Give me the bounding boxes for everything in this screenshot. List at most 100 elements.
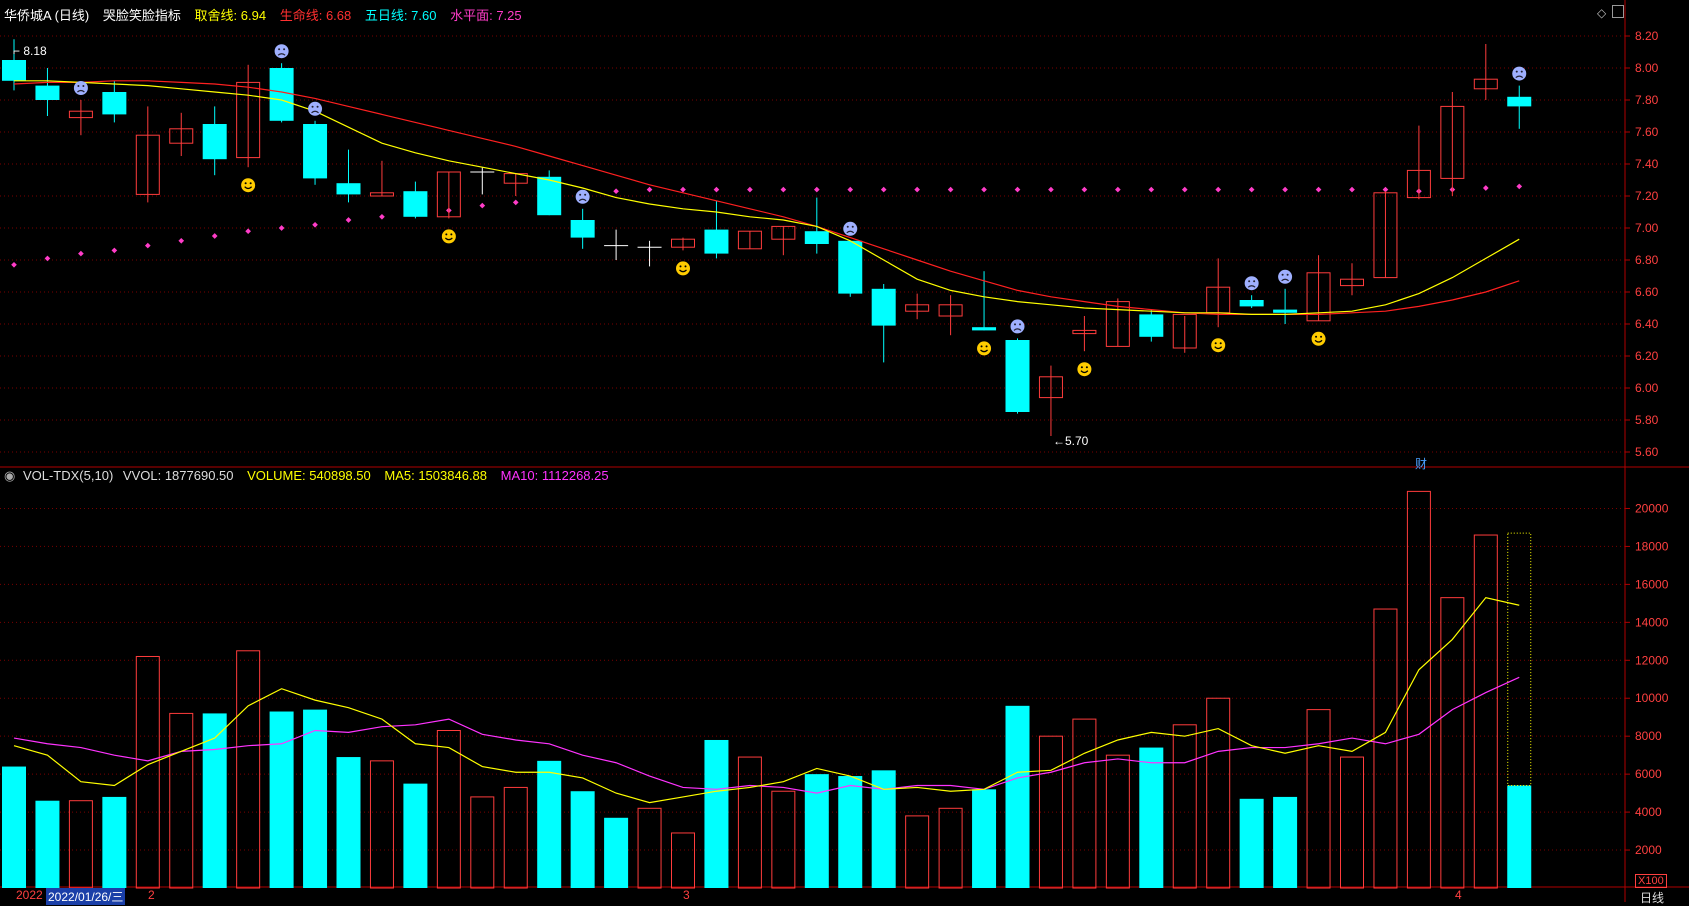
sad-icon xyxy=(1278,269,1293,284)
level-dot xyxy=(78,250,84,257)
period-label[interactable]: 日线 xyxy=(1640,891,1665,905)
diamond-icon[interactable]: ◇ xyxy=(1597,6,1607,20)
volume-bar xyxy=(1038,735,1063,889)
volume-bar xyxy=(1440,597,1465,889)
smile-eye xyxy=(445,233,448,236)
candle-body xyxy=(905,304,930,312)
candle-body xyxy=(1105,301,1130,347)
price-tick-label: 7.80 xyxy=(1635,93,1659,107)
sad-eye xyxy=(311,105,314,108)
level-dot xyxy=(646,186,653,193)
candle-body xyxy=(68,110,93,119)
level-dot xyxy=(111,247,118,254)
sad-mouth xyxy=(1281,278,1289,282)
vol-indicator-name[interactable]: VOL-TDX(5,10) xyxy=(22,468,114,483)
level-dot xyxy=(813,186,820,193)
volume-bar xyxy=(972,789,997,888)
price-tick-label: 6.00 xyxy=(1635,381,1659,395)
level-dot xyxy=(178,237,185,244)
candle-body xyxy=(436,171,461,218)
sad-icon xyxy=(1512,66,1527,81)
volume-bar xyxy=(336,757,361,888)
x100-badge: X100 xyxy=(1635,874,1667,888)
level-dot xyxy=(713,186,720,193)
volume-tick-label: 20000 xyxy=(1635,501,1669,515)
ma5-readout: MA5: 1503846.88 xyxy=(384,468,488,483)
smile-mouth xyxy=(444,237,453,241)
collapse-icon[interactable]: ◉ xyxy=(4,468,16,483)
level-dot xyxy=(1048,186,1054,193)
smile-icon xyxy=(241,178,256,193)
level-dot xyxy=(847,186,854,193)
finance-badge[interactable]: 财 xyxy=(1415,457,1428,471)
price-tick-label: 5.60 xyxy=(1635,445,1659,459)
shui-ping-mian-readout: 水平面: 7.25 xyxy=(450,8,522,23)
level-dot xyxy=(479,202,486,209)
level-dot xyxy=(880,186,887,193)
volume-ma10-line xyxy=(13,676,1520,794)
price-tick-label: 7.20 xyxy=(1635,189,1659,203)
qu-she-line-readout: 取舍线: 6.94 xyxy=(194,8,267,23)
candle-body xyxy=(1440,105,1465,179)
level-dot xyxy=(1282,186,1288,193)
candle-body xyxy=(2,60,26,81)
volume-bar xyxy=(1139,747,1164,888)
sad-eye xyxy=(82,85,85,87)
candle-body xyxy=(236,81,261,159)
volume-bar xyxy=(135,655,160,889)
smile-eye xyxy=(684,265,687,268)
candle-body xyxy=(804,231,829,244)
smile-eye xyxy=(985,345,988,348)
volume-bar xyxy=(1005,705,1030,888)
candle-body xyxy=(169,128,194,144)
smile-icon xyxy=(977,341,992,356)
volume-bar xyxy=(35,800,60,888)
volume-tick-label: 12000 xyxy=(1635,653,1669,667)
candle-body xyxy=(671,238,695,248)
low-price-label: ←5.70 xyxy=(1053,434,1089,448)
sad-eye xyxy=(579,193,582,196)
level-dot xyxy=(245,228,251,235)
smile-icon xyxy=(441,229,456,244)
volume-tick-label: 10000 xyxy=(1635,691,1669,705)
level-dot xyxy=(379,213,385,220)
sad-eye xyxy=(1286,273,1289,276)
sad-eye xyxy=(77,85,80,87)
sad-eye xyxy=(316,105,319,108)
volume-bar xyxy=(838,776,863,888)
candle-body xyxy=(737,230,762,250)
sad-icon xyxy=(1244,276,1259,291)
candle-body xyxy=(336,183,361,195)
smile-icon xyxy=(1077,362,1092,377)
smile-eye xyxy=(679,265,682,268)
smile-icon xyxy=(676,261,690,276)
volume-bar xyxy=(771,790,796,889)
stock-title[interactable]: 华侨城A (日线) xyxy=(4,8,90,23)
sad-mouth xyxy=(1013,328,1022,331)
sad-mouth xyxy=(1247,285,1256,288)
candle-body xyxy=(1273,309,1298,313)
candle-body xyxy=(1306,272,1331,322)
sad-mouth xyxy=(846,230,855,234)
sad-eye xyxy=(1014,323,1016,326)
level-dot xyxy=(278,225,285,231)
sad-icon xyxy=(308,101,323,116)
volume-bar xyxy=(403,783,428,888)
month-4-tick: 4 xyxy=(1455,888,1462,902)
volume-bar xyxy=(269,711,294,888)
date-cursor: 2022/01/26/三 xyxy=(46,888,126,905)
level-dot xyxy=(44,255,51,262)
smile-mouth xyxy=(679,269,687,273)
volume-header: ◉ VOL-TDX(5,10) VVOL: 1877690.50 VOLUME:… xyxy=(4,468,619,484)
window-toggle-icon[interactable] xyxy=(1612,5,1624,18)
candle-body xyxy=(369,192,394,197)
candle-body xyxy=(938,304,963,317)
candle-body xyxy=(1005,340,1030,412)
volume-bar xyxy=(503,786,528,889)
indicator-name[interactable]: 哭脸笑脸指标 xyxy=(102,8,181,23)
level-dot xyxy=(1349,186,1355,193)
volume-bar xyxy=(236,650,261,889)
volume-tick-label: 4000 xyxy=(1635,805,1662,819)
sad-eye xyxy=(278,48,281,51)
sheng-ming-line xyxy=(13,80,1520,315)
